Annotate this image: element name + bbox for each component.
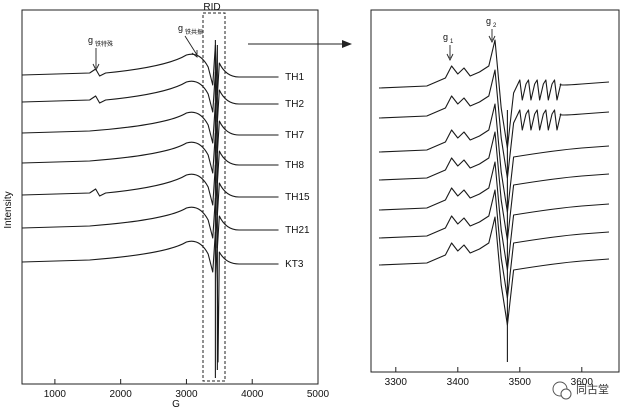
- left-traces: TH1 TH2 TH7 TH8 TH15 TH21 KT3: [21, 40, 310, 378]
- left-series-line-th7: [21, 102, 279, 154]
- right-series-line-5: [378, 161, 610, 271]
- left-series-line-th8: [21, 132, 279, 184]
- annotation-g-left-sub: 铁特殊: [95, 40, 113, 48]
- right-series-line-3: [378, 103, 610, 213]
- annotation-g-mid-main: g: [178, 23, 183, 33]
- rid-region-label: RID: [203, 2, 220, 13]
- left-x-tick-label: 5000: [307, 389, 330, 400]
- right-plot-frame: [370, 9, 620, 373]
- left-series-label-th2: TH2: [285, 99, 304, 110]
- annotation-g-left-main: g: [88, 35, 93, 45]
- left-series-line-th2: [21, 71, 279, 123]
- annotation-g2-sub: 2: [493, 23, 497, 29]
- annotation-g2: g 2: [486, 16, 497, 44]
- left-x-tick-label: 4000: [241, 389, 264, 400]
- rid-region-box: [202, 12, 226, 382]
- arrow-right-icon: [342, 40, 352, 48]
- annotation-g-mid: g 铁共振: [178, 23, 203, 58]
- arrow-down-icon: [191, 50, 198, 58]
- annotation-g-mid-sub: 铁共振: [185, 28, 203, 36]
- right-series-line-6: [378, 189, 610, 299]
- left-x-tick-label: 2000: [110, 389, 133, 400]
- right-x-ticks: 3300 3400 3500 3600: [385, 367, 594, 388]
- left-x-ticks: 1000 2000 3000 4000 5000: [44, 379, 330, 400]
- right-series-line-2: [378, 69, 610, 179]
- left-x-tick-label: 1000: [44, 389, 67, 400]
- watermark-text: 同古堂: [576, 383, 609, 396]
- annotation-g1: g 1: [443, 32, 454, 62]
- left-x-tick-label: 3000: [175, 389, 198, 400]
- chat-bubble-icon: [560, 388, 572, 400]
- left-series-label-th1: TH1: [285, 72, 304, 83]
- left-x-axis-label: G: [172, 399, 180, 410]
- right-x-tick-label: 3400: [447, 377, 470, 388]
- annotation-g-mid-arrow-line: [184, 35, 198, 56]
- arrow-down-icon: [92, 63, 100, 72]
- right-series-line-7: [378, 216, 610, 326]
- right-x-tick-label: 3300: [385, 377, 408, 388]
- annotation-g1-sub: 1: [450, 39, 454, 45]
- left-series-label-th8: TH8: [285, 160, 304, 171]
- left-series-line-th21: [21, 197, 279, 249]
- left-series-line-th1: [21, 44, 279, 96]
- right-x-tick-label: 3500: [509, 377, 532, 388]
- left-series-line-kt3: [21, 231, 279, 363]
- left-y-axis-label: Intensity: [3, 191, 14, 228]
- right-x-tick-label: 3600: [571, 377, 594, 388]
- left-series-label-th7: TH7: [285, 130, 304, 141]
- watermark: 同古堂: [552, 381, 609, 400]
- left-plot-frame: [21, 9, 319, 385]
- annotation-g2-main: g: [486, 16, 491, 26]
- arrow-down-icon: [488, 35, 496, 44]
- left-series-line-th15: [21, 164, 279, 216]
- zoom-arrow: [248, 40, 352, 48]
- left-panel: TH1 TH2 TH7 TH8 TH15 TH21 KT3 1000 2000 3000 4000…: [3, 2, 330, 410]
- arrow-down-icon: [446, 53, 454, 62]
- right-traces: [378, 39, 610, 362]
- right-panel: 3300 3400 3500 3600 g 1 g 2: [370, 9, 620, 388]
- left-series-label-th21: TH21: [285, 225, 310, 236]
- annotation-g1-main: g: [443, 32, 448, 42]
- left-series-label-kt3: KT3: [285, 259, 304, 270]
- right-series-line-1: [378, 39, 610, 149]
- left-resonance-spike: [214, 40, 218, 378]
- annotation-g-left: g 铁特殊: [88, 35, 113, 72]
- left-series-label-th15: TH15: [285, 192, 310, 203]
- right-series-line-4: [378, 131, 610, 241]
